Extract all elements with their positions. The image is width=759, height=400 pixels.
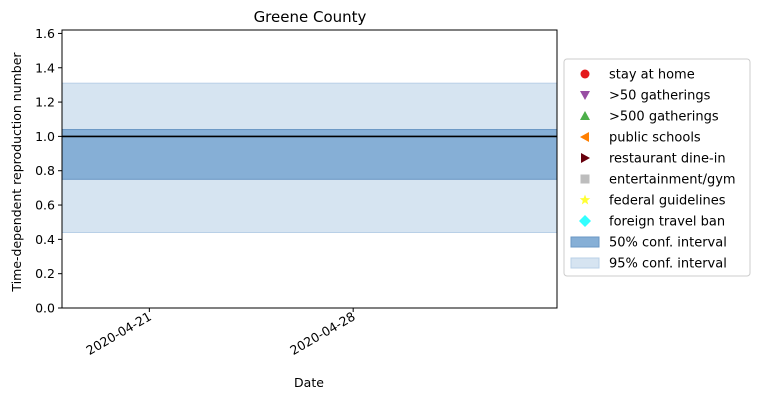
legend-item: foreign travel ban [579, 215, 725, 230]
legend-item: federal guidelines [579, 194, 726, 209]
legend-label: >500 gatherings [609, 110, 719, 125]
legend-label: restaurant dine-in [609, 152, 726, 167]
x-tick-label: 2020-04-28 [287, 309, 357, 358]
y-tick-label: 0.4 [35, 232, 55, 247]
legend: stay at home >50 gatherings >500 gathering… [563, 58, 751, 277]
plot-area [61, 29, 558, 309]
legend-marker [581, 153, 590, 163]
legend-item: entertainment/gym [580, 173, 736, 188]
y-tick-label: 0.8 [35, 163, 55, 178]
legend-marker [580, 69, 590, 79]
legend-marker [570, 257, 600, 269]
chart-title: Greene County [254, 8, 367, 26]
y-tick-label: 1.2 [35, 95, 55, 110]
legend-item: stay at home [580, 68, 695, 83]
y-tick-label: 1.4 [35, 60, 55, 75]
legend-marker [580, 91, 590, 100]
legend-marker [580, 111, 590, 120]
ci50-band [61, 129, 558, 180]
legend-item: 95% conf. interval [570, 257, 727, 272]
legend-label: 50% conf. interval [609, 236, 727, 251]
plot-frame [61, 29, 558, 309]
legend-label: entertainment/gym [609, 173, 736, 188]
legend-item: >50 gatherings [580, 89, 711, 104]
legend-marker [579, 215, 591, 227]
legend-item: restaurant dine-in [581, 152, 726, 167]
x-axis-label: Date [294, 375, 324, 390]
legend-marker [580, 132, 589, 142]
legend-label: federal guidelines [609, 194, 726, 209]
y-tick-label: 0.2 [35, 266, 55, 281]
legend-box [563, 58, 751, 277]
legend-item: 50% conf. interval [570, 236, 727, 251]
legend-label: foreign travel ban [609, 215, 725, 230]
y-tick-label: 0.6 [35, 198, 55, 213]
legend-label: >50 gatherings [609, 89, 711, 104]
legend-label: 95% conf. interval [609, 257, 727, 272]
legend-item: >500 gatherings [580, 110, 719, 125]
y-axis: 0.0 0.2 0.4 0.6 0.8 1.0 1.2 1.4 1.6 [35, 26, 62, 316]
legend-label: stay at home [609, 68, 695, 83]
legend-marker [579, 194, 591, 205]
legend-marker [580, 174, 590, 184]
y-tick-label: 0.0 [35, 301, 55, 316]
legend-item: public schools [580, 131, 701, 146]
legend-label: public schools [609, 131, 701, 146]
y-tick-label: 1.6 [35, 26, 55, 41]
y-axis-label: Time-dependent reproduction number [9, 52, 24, 293]
x-tick-label: 2020-04-21 [83, 309, 153, 358]
legend-marker [570, 236, 600, 248]
y-tick-label: 1.0 [35, 129, 55, 144]
x-axis: 2020-04-21 2020-04-28 [83, 308, 358, 358]
